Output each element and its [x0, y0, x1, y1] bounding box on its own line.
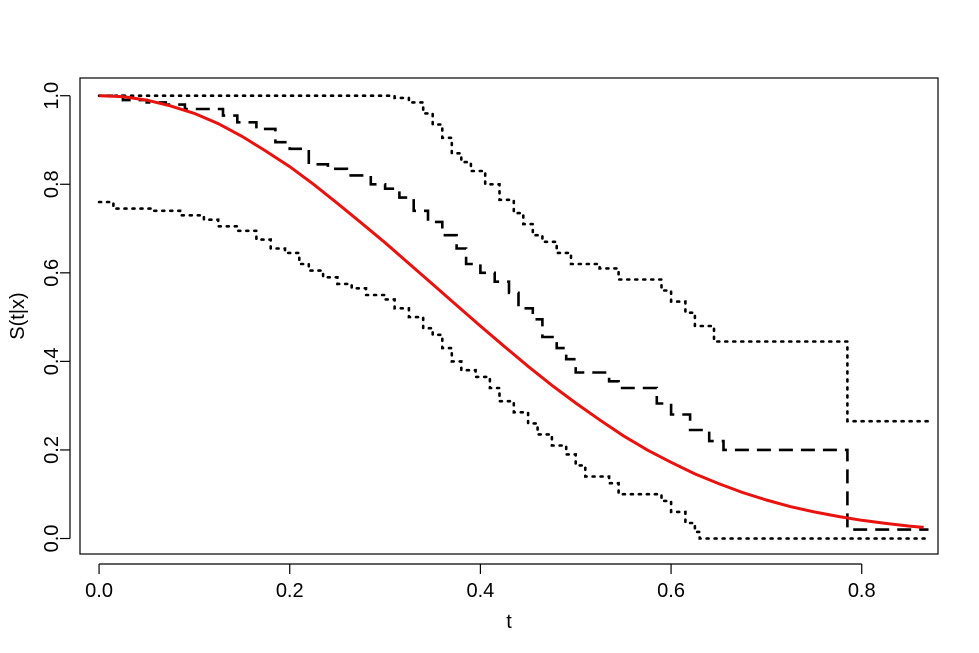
y-tick-label: 0.6 [41, 259, 63, 287]
x-tick-label: 0.8 [848, 580, 876, 602]
series-layer [97, 94, 930, 540]
x-axis: 0.0 0.2 0.4 0.6 0.8 [85, 563, 876, 602]
y-axis: 0.0 0.2 0.4 0.6 0.8 1.0 [41, 82, 71, 553]
series-line-dotted-2 [97, 200, 930, 540]
x-tick-label: 0.0 [85, 580, 113, 602]
x-axis-title: t [506, 611, 512, 633]
x-tick-label: 0.6 [657, 580, 685, 602]
y-axis-title: S(t|x) [7, 292, 29, 339]
plot-frame [79, 77, 939, 555]
y-tick-label: 1.0 [41, 82, 63, 110]
y-tick-label: 0.4 [41, 347, 63, 375]
y-tick-label: 0.8 [41, 170, 63, 198]
y-tick-label: 0.2 [41, 436, 63, 464]
series-line-solid-3 [99, 94, 924, 529]
x-tick-label: 0.2 [276, 580, 304, 602]
y-tick-label: 0.0 [41, 525, 63, 553]
x-tick-label: 0.4 [466, 580, 494, 602]
